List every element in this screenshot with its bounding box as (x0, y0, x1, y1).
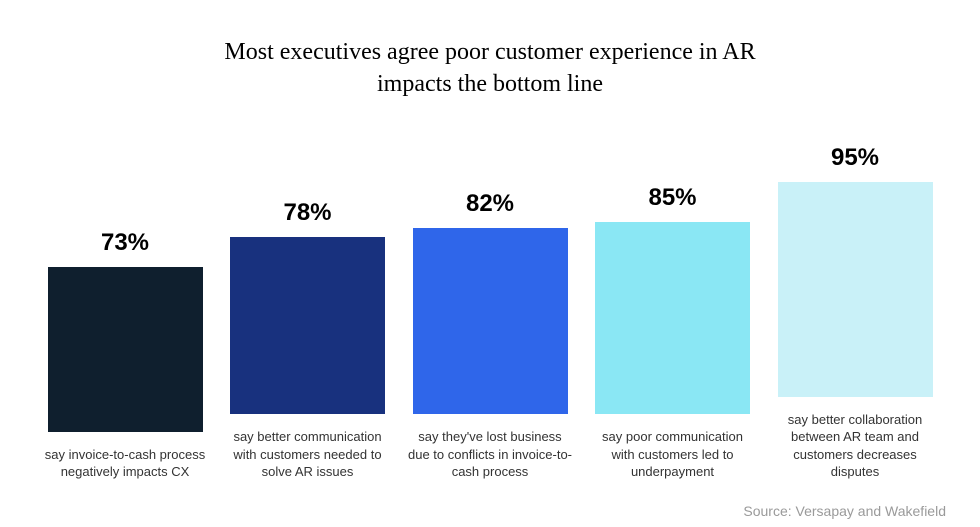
chart-title: Most executives agree poor customer expe… (0, 0, 980, 101)
bar-description: say poor communication with customers le… (590, 428, 755, 481)
bar-chart: 73% say invoice-to-cash process negative… (0, 131, 980, 481)
bar-item: 95% say better collaboration between AR … (770, 144, 940, 481)
bar-value-label: 82% (466, 190, 514, 218)
bar-value-label: 78% (283, 199, 331, 227)
bar-value-label: 95% (831, 144, 879, 172)
bar-item: 82% say they've lost business due to con… (405, 190, 575, 481)
bar-description: say better communication with customers … (225, 428, 390, 481)
bar-rect (230, 237, 385, 414)
bar-value-label: 85% (648, 184, 696, 212)
bar-rect (48, 267, 203, 432)
bar-rect (413, 228, 568, 414)
source-attribution: Source: Versapay and Wakefield (743, 503, 946, 519)
bar-rect (778, 182, 933, 397)
bar-rect (595, 222, 750, 414)
bar-item: 78% say better communication with custom… (223, 199, 393, 481)
bar-item: 85% say poor communication with customer… (588, 184, 758, 481)
bar-description: say better collaboration between AR team… (773, 411, 938, 481)
bar-description: say invoice-to-cash process negatively i… (43, 446, 208, 481)
bar-description: say they've lost business due to conflic… (408, 428, 573, 481)
bar-item: 73% say invoice-to-cash process negative… (40, 229, 210, 481)
bar-value-label: 73% (101, 229, 149, 257)
